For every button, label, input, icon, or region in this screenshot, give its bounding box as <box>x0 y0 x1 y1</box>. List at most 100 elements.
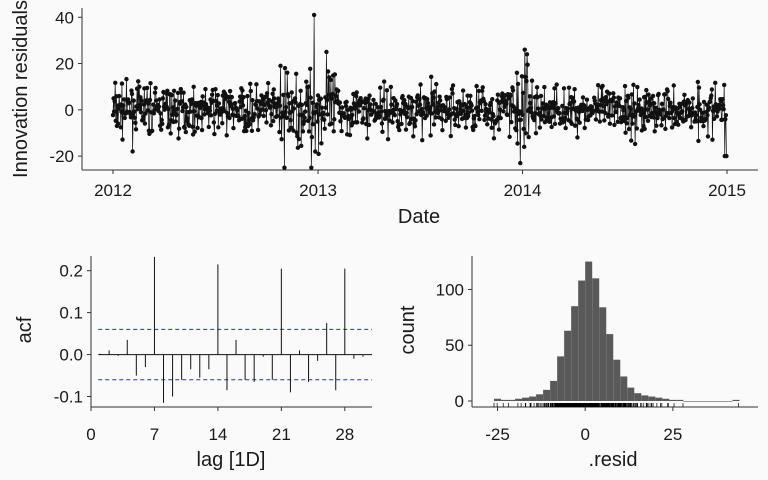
residual-point <box>415 93 420 98</box>
residual-timeseries-panel: -20 0 20 40 2012 2013 2014 2015 Innovation res… <box>10 0 758 228</box>
residual-point <box>313 109 318 115</box>
residual-point <box>482 113 488 118</box>
residual-point <box>380 129 385 134</box>
residual-point <box>246 110 251 116</box>
residual-point <box>656 91 661 97</box>
residual-point <box>160 121 165 126</box>
histogram-bar <box>501 399 509 401</box>
residual-point <box>175 106 180 112</box>
residual-point <box>176 126 182 131</box>
residual-point <box>665 96 671 102</box>
residual-point <box>460 88 466 93</box>
residual-point <box>597 119 603 124</box>
residual-point <box>623 130 628 135</box>
residual-point <box>181 90 186 95</box>
residual-point <box>324 97 330 103</box>
residual-point <box>653 105 659 110</box>
residual-point <box>456 124 461 129</box>
residual-point <box>364 99 369 105</box>
top-y-tick-label: -20 <box>49 147 74 166</box>
histogram-bar <box>648 396 656 401</box>
residual-point <box>373 101 378 107</box>
residual-point <box>245 93 250 99</box>
residual-point <box>180 108 185 114</box>
residual-point <box>244 128 249 134</box>
residual-point <box>565 106 571 111</box>
residual-point <box>156 104 162 109</box>
histogram-bar <box>557 356 565 401</box>
histogram-bar <box>732 399 740 401</box>
residual-point <box>137 84 142 89</box>
residual-point <box>152 90 158 95</box>
residual-point <box>124 76 129 82</box>
residual-point <box>479 108 484 114</box>
residual-point <box>170 112 175 117</box>
residual-point <box>693 112 699 118</box>
residual-point <box>352 106 358 111</box>
residual-point <box>603 110 608 116</box>
residual-point <box>429 111 434 116</box>
residual-point <box>377 113 382 118</box>
residual-point <box>237 94 243 99</box>
residual-point <box>111 109 117 114</box>
residual-point <box>540 101 545 106</box>
residual-point <box>183 129 189 135</box>
residual-point <box>403 127 409 132</box>
residual-point <box>215 92 220 98</box>
residual-point <box>262 102 267 107</box>
residual-series <box>110 12 729 170</box>
hist-y-axis-title: count <box>397 305 419 354</box>
residual-point <box>189 101 194 107</box>
residual-point <box>580 95 586 100</box>
residual-point <box>277 129 282 135</box>
residual-point <box>534 85 540 90</box>
residual-point <box>381 79 387 84</box>
residual-point <box>542 119 548 125</box>
residual-point <box>264 91 270 96</box>
residual-point <box>434 81 439 87</box>
residual-point <box>523 131 529 136</box>
residual-point <box>695 79 701 85</box>
residual-point <box>130 149 135 154</box>
residual-point <box>309 134 315 140</box>
residual-point <box>425 96 430 102</box>
residual-point <box>420 138 425 143</box>
residual-point <box>474 105 480 110</box>
histogram-bars <box>494 261 740 402</box>
acf-x-tick-label: 21 <box>272 425 291 444</box>
residual-point <box>332 72 338 77</box>
acf-x-tick-label: 14 <box>208 425 227 444</box>
residual-point <box>368 102 373 107</box>
residual-point <box>269 99 275 104</box>
histogram-bar <box>690 401 698 402</box>
top-y-tick-label: 40 <box>55 8 74 27</box>
residual-point <box>694 119 699 124</box>
residual-point <box>688 124 694 130</box>
residual-point <box>584 97 590 102</box>
residual-point <box>202 112 207 117</box>
residual-point <box>295 145 301 150</box>
residual-point <box>110 112 116 118</box>
residual-point <box>469 108 475 113</box>
residual-point <box>697 102 702 107</box>
residual-point <box>129 88 134 93</box>
residual-point <box>660 116 666 121</box>
residual-point <box>560 103 565 109</box>
residual-point <box>299 102 304 108</box>
residual-point <box>607 91 612 96</box>
residual-point <box>561 86 567 91</box>
residual-point <box>431 95 436 100</box>
residual-point <box>538 113 543 118</box>
residual-point <box>585 117 591 123</box>
residual-point <box>607 121 613 126</box>
residual-point <box>282 165 287 170</box>
residual-point <box>185 116 190 121</box>
residual-point <box>319 105 325 110</box>
residual-point <box>609 113 615 118</box>
residual-point <box>612 122 617 128</box>
residual-point <box>395 119 400 124</box>
histogram-bar <box>529 396 537 401</box>
residual-point <box>289 90 294 95</box>
residual-point <box>393 98 398 103</box>
residual-point <box>713 102 718 107</box>
